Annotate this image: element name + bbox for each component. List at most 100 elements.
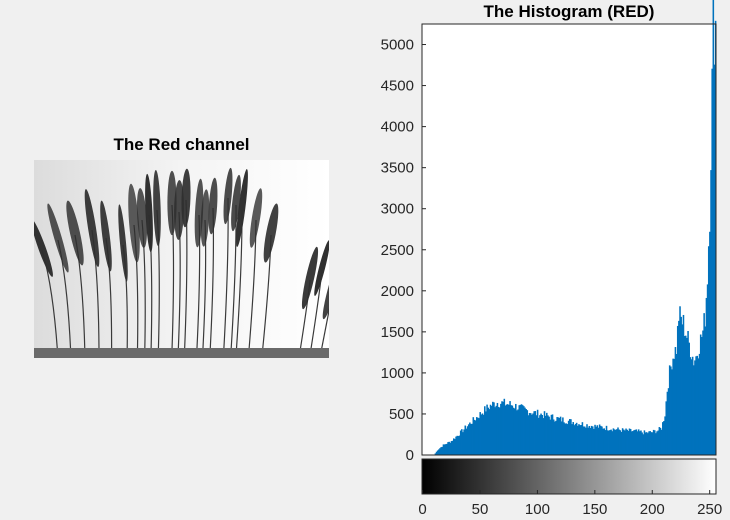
- grass-plume: [34, 219, 53, 277]
- y-tick-label: 4000: [381, 119, 414, 136]
- histogram-bar: [580, 425, 583, 455]
- histogram-bar: [462, 432, 464, 455]
- histogram-bar: [712, 0, 715, 456]
- plot-area: [422, 24, 716, 455]
- histogram-bar: [694, 360, 696, 455]
- histogram-bar: [625, 428, 627, 455]
- histogram-bar: [583, 426, 586, 455]
- histogram-bar: [506, 404, 509, 455]
- histogram-bar: [527, 415, 530, 455]
- histogram-bar: [511, 405, 514, 455]
- histogram-bar: [610, 429, 612, 455]
- histogram-bar: [707, 246, 710, 455]
- histogram-bar: [696, 355, 699, 455]
- histogram-bar: [632, 431, 634, 455]
- histogram-bar: [608, 430, 610, 455]
- histogram-bar: [642, 434, 645, 455]
- histogram-bar: [604, 430, 607, 455]
- histogram-bar: [456, 435, 458, 455]
- histogram-bar: [555, 420, 557, 455]
- histogram-bar: [681, 324, 684, 455]
- histogram-bar: [698, 353, 701, 455]
- histogram-bar: [590, 425, 593, 455]
- plot-frame: [421, 23, 717, 456]
- histogram-bar: [498, 407, 501, 455]
- histogram-bar: [480, 414, 483, 455]
- histogram-bar: [547, 415, 549, 455]
- histogram-bar: [531, 414, 533, 455]
- histogram-bar: [594, 424, 596, 455]
- histogram-bar: [469, 422, 471, 455]
- histogram-bar: [579, 425, 581, 455]
- histogram-bar: [644, 432, 647, 455]
- histogram-bar: [479, 412, 481, 455]
- histogram-bar: [457, 436, 460, 455]
- grass-plume: [153, 169, 161, 247]
- histogram-bar: [503, 398, 506, 455]
- histogram-bar: [622, 429, 625, 455]
- histogram-bar: [565, 423, 568, 455]
- histogram-bar: [689, 357, 692, 455]
- histogram-bar: [704, 326, 707, 455]
- histogram-bar: [542, 418, 545, 455]
- x-tick-label: 100: [525, 501, 550, 518]
- histogram-bar: [474, 420, 477, 455]
- histogram-bar: [497, 406, 500, 455]
- histogram-bar: [548, 416, 550, 455]
- histogram-bar: [487, 407, 490, 455]
- grass-plume: [47, 203, 69, 273]
- histogram-bar: [591, 426, 594, 455]
- histogram-bar: [524, 407, 526, 455]
- histogram-bar: [627, 430, 630, 455]
- histogram-bar: [540, 413, 542, 455]
- histogram-bar: [676, 325, 679, 455]
- y-tick-label: 0: [406, 447, 414, 464]
- histogram-bar: [680, 316, 682, 455]
- histogram-bar: [614, 429, 617, 455]
- histogram-bar: [587, 427, 589, 455]
- histogram-bar: [637, 429, 640, 455]
- histogram-bar: [671, 369, 673, 455]
- histogram-bar: [513, 408, 516, 455]
- histogram-bar: [535, 415, 538, 455]
- histogram-bar: [536, 409, 539, 455]
- histogram-bar: [477, 417, 479, 455]
- histogram-bar: [597, 427, 600, 455]
- image-title: The Red channel: [113, 135, 250, 154]
- histogram-bar: [443, 444, 446, 455]
- histogram-bar: [672, 358, 674, 455]
- red-channel-image: [34, 160, 329, 358]
- grass-plume: [84, 189, 100, 267]
- histogram-bar: [660, 429, 663, 455]
- x-tick-label: 0: [418, 501, 426, 518]
- histogram-bar: [675, 353, 678, 455]
- histogram-bar: [636, 431, 639, 455]
- y-tick-label: 3500: [381, 160, 414, 177]
- histogram-bar: [674, 347, 677, 455]
- y-tick-label: 3000: [381, 201, 414, 218]
- histogram-bar: [478, 418, 480, 455]
- histogram-bar: [490, 405, 493, 455]
- histogram-bar: [458, 435, 461, 455]
- histogram-bar: [570, 419, 572, 455]
- histogram-bar: [461, 429, 463, 455]
- grass-plume: [236, 169, 248, 247]
- histogram-bar: [645, 432, 648, 455]
- histogram-bar: [683, 335, 686, 455]
- y-tick-label: 2500: [381, 242, 414, 259]
- histogram-bar: [529, 413, 532, 455]
- y-tick-label: 1500: [381, 324, 414, 341]
- histogram-bar: [582, 426, 585, 455]
- histogram-bar: [624, 430, 626, 455]
- grass-plume: [322, 246, 329, 320]
- histogram-bar: [634, 429, 637, 455]
- histogram-bar: [526, 410, 529, 455]
- histogram-bar: [501, 401, 503, 455]
- histogram-bar: [593, 428, 595, 455]
- histogram-bar: [438, 449, 440, 455]
- histogram-bar: [549, 419, 552, 455]
- histogram-bar: [706, 284, 709, 455]
- histogram-bar: [434, 453, 437, 455]
- histogram-bar: [566, 424, 569, 455]
